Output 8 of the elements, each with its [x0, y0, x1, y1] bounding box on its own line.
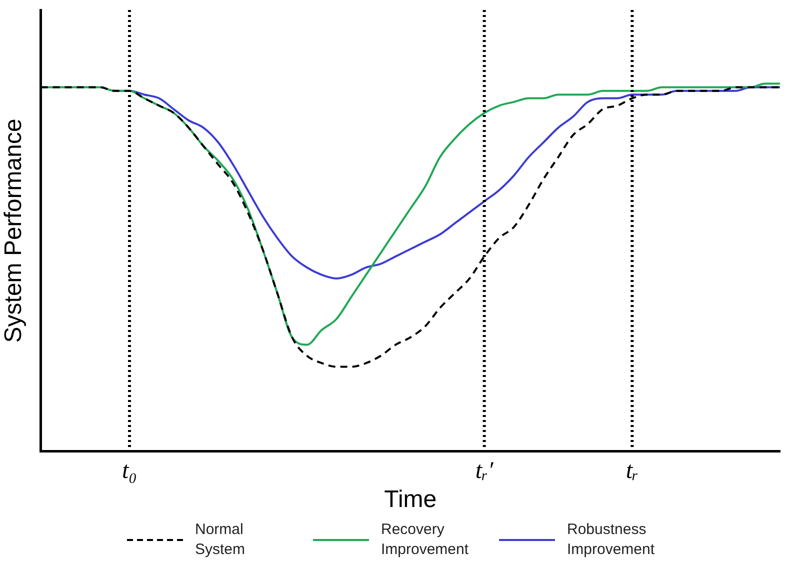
x-tick-label: t₀: [122, 458, 138, 484]
x-tick-label: tᵣ′: [475, 458, 494, 484]
legend-label: Robustness Improvement: [567, 520, 656, 560]
legend-label: Recovery Improvement: [381, 520, 470, 560]
x-axis-title: Time: [384, 486, 437, 514]
y-axis-title: System Performance: [0, 118, 28, 343]
x-tick-label: tᵣ: [626, 458, 638, 484]
legend-label: Normal System: [195, 520, 246, 560]
